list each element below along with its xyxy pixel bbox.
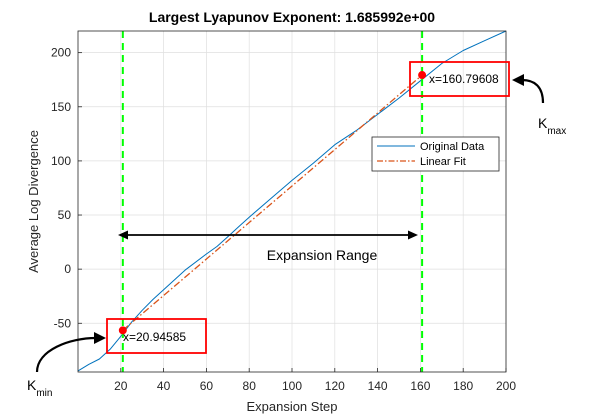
kmax-label: Kmax xyxy=(538,115,566,137)
kmin-label-sub: min xyxy=(36,388,52,399)
kmin-annotation-box xyxy=(106,318,207,354)
grid xyxy=(78,31,507,372)
x-tick-label-5: 120 xyxy=(325,379,345,393)
kmax-annotation-text: x=160.79608 xyxy=(429,72,499,86)
y-axis-label: Average Log Divergence xyxy=(26,130,41,273)
chart-title: Largest Lyapunov Exponent: 1.685992e+00 xyxy=(149,9,435,25)
kmax-curve xyxy=(521,78,545,104)
legend-label-original: Original Data xyxy=(420,141,485,153)
legend-label-fit: Linear Fit xyxy=(420,156,466,168)
vline-layer xyxy=(118,31,427,372)
x-tick-label-9: 200 xyxy=(496,379,516,393)
y-tick-label-0: -50 xyxy=(54,316,72,330)
x-tick-label-8: 180 xyxy=(453,379,473,393)
kmin-label: Kmin xyxy=(27,377,52,399)
range-arrow-right-head xyxy=(408,230,418,240)
series-line-1 xyxy=(122,74,423,331)
kmax-label-main: K xyxy=(538,115,548,131)
y-tick-label-3: 100 xyxy=(51,154,71,168)
legend-box xyxy=(371,136,500,172)
kmax-pointer xyxy=(512,74,545,104)
kmin-annotation-text: x=20.94585 xyxy=(123,330,186,344)
boundary-marker-0 xyxy=(118,326,127,335)
kmax-annotation-box xyxy=(409,61,510,97)
kmax-arrowhead xyxy=(512,74,524,86)
x-tick-label-0: 20 xyxy=(114,379,128,393)
x-tick-label-2: 60 xyxy=(200,379,214,393)
tick-layer: 20 40 60 80 100 120 140 160 180 200 -50 0 50 100 150 20… xyxy=(51,46,516,393)
range-arrow-left-head xyxy=(118,230,128,240)
expansion-range-label: Expansion Range xyxy=(267,247,378,263)
x-tick-label-6: 140 xyxy=(368,379,388,393)
expansion-range-arrow xyxy=(118,230,418,240)
kmin-label-main: K xyxy=(27,377,37,393)
x-tick-label-4: 100 xyxy=(282,379,302,393)
kmin-arrowhead xyxy=(94,332,106,344)
y-tick-label-2: 50 xyxy=(58,208,72,222)
kmax-label-sub: max xyxy=(547,126,566,137)
x-tick-label-7: 160 xyxy=(410,379,430,393)
kmin-curve xyxy=(35,336,97,373)
legend: Original Data Linear Fit xyxy=(371,136,500,172)
x-axis-label: Expansion Step xyxy=(246,399,337,414)
y-tick-label-5: 200 xyxy=(51,46,71,60)
x-tick-label-3: 80 xyxy=(243,379,257,393)
y-tick-label-4: 150 xyxy=(51,100,71,114)
boundary-marker-1 xyxy=(418,71,427,80)
kmin-pointer xyxy=(35,332,106,373)
x-tick-label-1: 40 xyxy=(157,379,171,393)
y-tick-label-1: 0 xyxy=(64,262,71,276)
